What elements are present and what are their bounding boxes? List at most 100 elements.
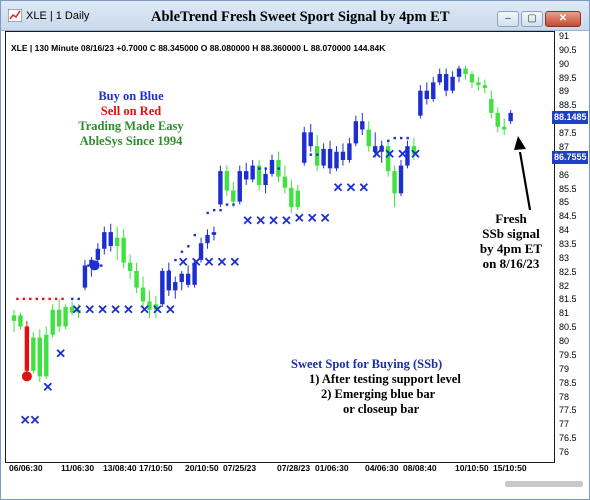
y-tick-label: 82.5: [559, 266, 577, 277]
stop-dot: [329, 153, 332, 156]
candle-bar: [147, 290, 152, 319]
candle-bar: [353, 115, 359, 147]
ssb-mark: ✕: [178, 255, 189, 270]
ssb-mark: ✕: [42, 379, 53, 394]
chart-svg: ✕✕✕✕✕ ✕ ✕ ✕ ✕ ✕ ✕ ✕✕ ✕ ✕ ✕ ✕✕ ✕ ✕ ✕ ✕ ✕ ✕✕ ✕ ✕✕ ✕ ✕ ✕: [11, 65, 532, 428]
candle-bar: [360, 112, 365, 136]
y-tick-label: 84.5: [559, 211, 577, 222]
ssb-mark: ✕: [384, 146, 395, 161]
candle-bar: [127, 254, 133, 280]
ssb-line: 1) After testing support level: [309, 372, 461, 386]
candle-bar: [224, 165, 230, 197]
legend-buy: Buy on Blue: [98, 89, 164, 103]
candle-bar: [502, 118, 507, 136]
candle-bar: [340, 143, 346, 166]
candle-bar: [102, 226, 107, 255]
ssb-mark: ✕: [165, 302, 176, 317]
ssb-mark: ✕: [123, 302, 134, 317]
stop-dot: [187, 245, 190, 248]
stop-dot: [71, 297, 74, 301]
candle-bar: [231, 182, 236, 208]
x-tick-label: 07/28/23: [277, 463, 311, 473]
candle-bar: [295, 184, 300, 210]
candle-bar: [385, 140, 391, 177]
minimize-button[interactable]: –: [497, 11, 519, 27]
y-tick-label: 81: [559, 308, 570, 319]
x-tick-label: 06/06:30: [9, 463, 43, 473]
y-tick-label: 81.5: [559, 294, 577, 305]
candle-bar: [218, 165, 223, 208]
y-tick-label: 85: [559, 197, 570, 208]
y-tick-label: 79: [559, 363, 570, 374]
ssb-mark: ✕: [345, 180, 356, 195]
ssb-mark: ✕: [110, 302, 121, 317]
ssb-mark: ✕: [281, 213, 292, 228]
ssb-mark: ✕: [242, 213, 253, 228]
y-tick-label: 90: [559, 58, 570, 69]
candle-bar: [334, 146, 339, 172]
candle-bar: [31, 331, 36, 374]
stop-dot: [22, 297, 26, 301]
candle-bar: [237, 165, 242, 205]
candle-bar: [95, 243, 101, 263]
ssb-line: or closeup bar: [343, 402, 420, 416]
ssb-mark: ✕: [294, 210, 305, 225]
candle-bar: [11, 309, 17, 332]
legend-slogan: Trading Made Easy: [78, 119, 184, 133]
legend-since: AbleSys Since 1994: [79, 134, 183, 148]
candle-bar: [108, 223, 113, 252]
stop-dot: [174, 258, 177, 262]
y-tick-label: 82: [559, 280, 570, 291]
close-button[interactable]: ✕: [545, 11, 581, 27]
candle-bar: [308, 123, 313, 152]
candle-bar: [18, 312, 23, 330]
candle-bar: [392, 165, 397, 208]
ssb-mark: ✕: [84, 302, 95, 317]
horizontal-scrollbar[interactable]: [505, 481, 583, 487]
title-bar[interactable]: XLE | 1 Daily AbleTrend Fresh Sweet Spor…: [1, 1, 589, 31]
y-tick-label: 87: [559, 141, 570, 152]
candle-bar: [69, 301, 75, 316]
y-tick-label: 77.5: [559, 405, 577, 416]
ssb-mark: ✕: [229, 255, 240, 270]
y-tick-label: 83: [559, 252, 570, 263]
ssb-mark: ✕: [410, 146, 421, 161]
stop-dot: [393, 136, 396, 140]
stop-dot: [232, 203, 235, 206]
stop-dot: [16, 297, 19, 301]
candle-bar: [508, 110, 513, 124]
ssb-mark: ✕: [55, 346, 66, 361]
candle-bar: [437, 68, 442, 86]
ssb-mark: ✕: [71, 302, 82, 317]
candle-bar: [424, 82, 429, 105]
y-tick-label: 86: [559, 169, 570, 180]
chart-area[interactable]: ✕ ✕ ✕ ✕ ✕ ✕ ✕ ✕ ✕ ✕ ✕ ✕ ✕ ✕ ✕ ✕ ✕ ✕ ✕ ✕ ✕ ✕ ✕ ✕ ✕ ✕ ✕ ✕ ✕ ✕ ✕: [5, 31, 555, 463]
stop-dot: [251, 167, 255, 170]
candle-bar: [327, 140, 333, 174]
fresh-signal-note: Fresh SSb signal by 4pm ET on 8/16/23: [471, 211, 551, 271]
ssb-mark: ✕: [20, 413, 31, 428]
candle-bar: [76, 304, 81, 319]
candle-bar: [82, 259, 88, 291]
stop-dot: [54, 297, 58, 301]
y-tick-label: 76: [559, 447, 570, 457]
maximize-button[interactable]: ▢: [521, 11, 543, 27]
stop-dot: [48, 297, 51, 301]
y-axis: 9190.59089.58988.58887.58786.58685.58584…: [555, 31, 587, 463]
candle-bar: [476, 76, 481, 91]
price-flag-current: 88.1485: [552, 111, 588, 124]
ssb-title: Sweet Spot for Buying (SSb): [291, 357, 443, 371]
candle-bar: [173, 276, 178, 299]
candle-bar: [495, 107, 500, 133]
stop-dot: [42, 297, 45, 301]
arrow-icon: [514, 136, 532, 211]
y-tick-label: 91: [559, 31, 570, 41]
y-tick-label: 89: [559, 86, 570, 97]
candle-bar: [379, 140, 384, 163]
y-tick-label: 85.5: [559, 183, 577, 194]
candle-bar: [469, 71, 475, 88]
ssb-mark: ✕: [216, 255, 227, 270]
candle-bar: [263, 168, 268, 194]
x-tick-label: 04/06:30: [365, 463, 399, 473]
candle-bar: [405, 140, 410, 169]
